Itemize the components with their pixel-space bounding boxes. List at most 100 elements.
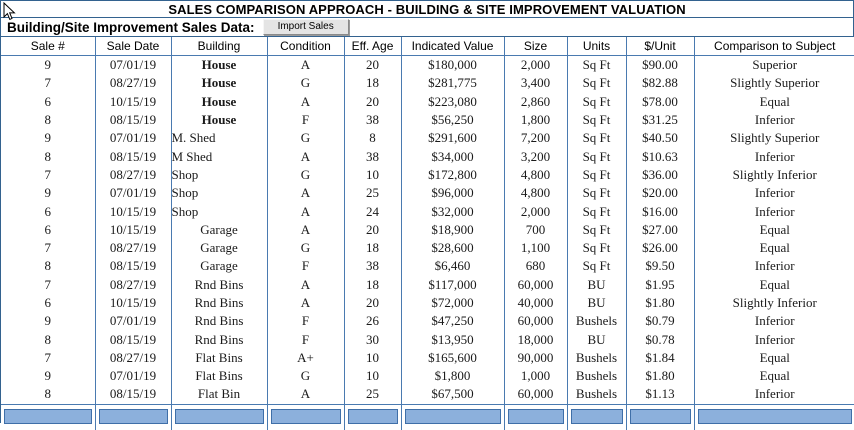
cell-comparison[interactable]: Equal [694,238,854,258]
input-fill[interactable] [404,409,501,425]
cell-eff-age[interactable]: 20 [344,293,402,313]
cell-units[interactable]: Sq Ft [567,165,627,185]
cell-units[interactable]: Sq Ft [567,92,627,111]
cell-indicated-value[interactable]: $67,500 [401,385,505,405]
input-fill[interactable] [270,409,341,425]
new-sale-input-cell-9[interactable] [694,403,854,430]
cell-condition[interactable]: A [267,293,345,313]
cell-building[interactable]: M Shed [171,147,268,166]
cell-eff-age[interactable]: 10 [344,348,402,368]
cell-indicated-value[interactable]: $56,250 [401,110,505,130]
cell-unit-price[interactable]: $1.80 [626,293,695,313]
column-header-comparison[interactable]: Comparison to Subject [694,37,854,56]
table-row[interactable]: 8 08/15/19 M Shed A 38 $34,000 3,200 Sq Ft $10.6… [1,147,854,166]
cell-sale-date[interactable]: 08/27/19 [95,74,172,93]
cell-condition[interactable]: G [267,165,345,185]
cell-building[interactable]: House [171,110,268,130]
cell-comparison[interactable]: Equal [694,92,854,111]
cell-building[interactable]: Flat Bins [171,348,268,368]
cell-sale-date[interactable]: 08/27/19 [95,348,172,368]
new-sale-input-cell-2[interactable] [171,403,268,430]
cell-condition[interactable]: G [267,74,345,93]
cell-unit-price[interactable]: $31.25 [626,110,695,130]
input-fill[interactable] [629,409,691,425]
cell-indicated-value[interactable]: $291,600 [401,129,505,148]
cell-sale-date[interactable]: 08/15/19 [95,110,172,130]
cell-units[interactable]: Sq Ft [567,55,627,75]
cell-sale-number[interactable]: 9 [1,367,96,386]
cell-sale-number[interactable]: 6 [1,293,96,313]
cell-sale-number[interactable]: 9 [1,129,96,148]
cell-eff-age[interactable]: 26 [344,312,402,331]
cell-sale-date[interactable]: 08/15/19 [95,385,172,405]
cell-comparison[interactable]: Inferior [694,110,854,130]
cell-indicated-value[interactable]: $165,600 [401,348,505,368]
cell-comparison[interactable]: Inferior [694,202,854,221]
cell-eff-age[interactable]: 8 [344,129,402,148]
cell-comparison[interactable]: Slightly Inferior [694,293,854,313]
cell-sale-number[interactable]: 8 [1,330,96,349]
cell-unit-price[interactable]: $36.00 [626,165,695,185]
cell-sale-date[interactable]: 08/15/19 [95,330,172,349]
new-sale-input-cell-3[interactable] [267,403,345,430]
column-header-eff-age[interactable]: Eff. Age [344,37,402,56]
cell-sale-number[interactable]: 9 [1,55,96,75]
cell-size[interactable]: 4,800 [504,184,568,203]
cell-building[interactable]: Rnd Bins [171,293,268,313]
cell-size[interactable]: 60,000 [504,275,568,294]
cell-sale-date[interactable]: 08/15/19 [95,257,172,276]
input-fill[interactable] [697,409,852,425]
cell-building[interactable]: Shop [171,184,268,203]
table-row[interactable]: 9 07/01/19 Flat Bins G 10 $1,800 1,000 Bushels $… [1,367,854,386]
cell-size[interactable]: 2,000 [504,202,568,221]
cell-size[interactable]: 680 [504,257,568,276]
cell-comparison[interactable]: Equal [694,275,854,294]
cell-sale-number[interactable]: 7 [1,348,96,368]
cell-building[interactable]: Flat Bin [171,385,268,405]
table-row[interactable]: 9 07/01/19 Shop A 25 $96,000 4,800 Sq Ft $20.00 I… [1,184,854,203]
cell-indicated-value[interactable]: $13,950 [401,330,505,349]
cell-units[interactable]: BU [567,275,627,294]
cell-condition[interactable]: G [267,367,345,386]
cell-unit-price[interactable]: $26.00 [626,238,695,258]
column-header-condition[interactable]: Condition [267,37,345,56]
cell-size[interactable]: 2,000 [504,55,568,75]
table-row[interactable]: 6 10/15/19 Rnd Bins A 20 $72,000 40,000 BU $1.80… [1,293,854,313]
cell-building[interactable]: Rnd Bins [171,312,268,331]
cell-condition[interactable]: A+ [267,348,345,368]
cell-unit-price[interactable]: $1.95 [626,275,695,294]
new-sale-input-cell-4[interactable] [344,403,402,430]
cell-sale-date[interactable]: 08/27/19 [95,165,172,185]
cell-size[interactable]: 40,000 [504,293,568,313]
cell-condition[interactable]: F [267,312,345,331]
table-row[interactable]: 7 08/27/19 Flat Bins A+ 10 $165,600 90,000 Bush… [1,348,854,368]
column-header-units[interactable]: Units [567,37,627,56]
cell-sale-number[interactable]: 6 [1,220,96,239]
new-sale-input-cell-1[interactable] [95,403,172,430]
cell-unit-price[interactable]: $82.88 [626,74,695,93]
table-row[interactable]: 9 07/01/19 Rnd Bins F 26 $47,250 60,000 Bushels… [1,312,854,331]
cell-sale-date[interactable]: 07/01/19 [95,129,172,148]
cell-sale-date[interactable]: 10/15/19 [95,202,172,221]
cell-sale-date[interactable]: 10/15/19 [95,92,172,111]
cell-eff-age[interactable]: 30 [344,330,402,349]
cell-eff-age[interactable]: 20 [344,220,402,239]
cell-comparison[interactable]: Inferior [694,330,854,349]
cell-units[interactable]: Sq Ft [567,129,627,148]
cell-eff-age[interactable]: 20 [344,55,402,75]
cell-building[interactable]: Garage [171,220,268,239]
new-sale-entry-row[interactable] [1,403,854,430]
cell-sale-date[interactable]: 08/27/19 [95,275,172,294]
cell-indicated-value[interactable]: $180,000 [401,55,505,75]
cell-unit-price[interactable]: $1.80 [626,367,695,386]
cell-condition[interactable]: F [267,330,345,349]
cell-building[interactable]: Rnd Bins [171,330,268,349]
table-row[interactable]: 7 08/27/19 House G 18 $281,775 3,400 Sq Ft $82.8… [1,74,854,93]
cell-sale-number[interactable]: 8 [1,147,96,166]
cell-eff-age[interactable]: 38 [344,110,402,130]
cell-building[interactable]: House [171,55,268,75]
cell-eff-age[interactable]: 10 [344,367,402,386]
cell-comparison[interactable]: Inferior [694,184,854,203]
cell-unit-price[interactable]: $40.50 [626,129,695,148]
cell-unit-price[interactable]: $1.84 [626,348,695,368]
